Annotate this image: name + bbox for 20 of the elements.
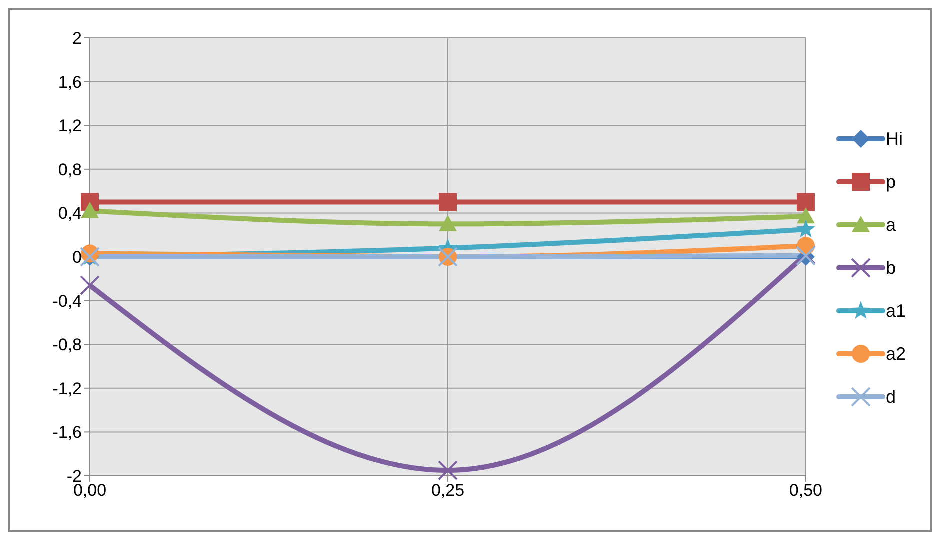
legend-label: d [886, 386, 896, 408]
y-tick-label: 1,2 [58, 116, 82, 136]
legend-label: a2 [886, 344, 906, 364]
y-tick-label: -0,4 [52, 292, 82, 311]
legend-label: a1 [886, 300, 906, 322]
y-tick-label: 0,4 [58, 204, 82, 224]
y-tick-label: -0,8 [52, 336, 82, 355]
x-tick-label: 0,00 [73, 481, 107, 500]
y-tick-label: 2 [72, 29, 82, 48]
y-tick-label: 0 [72, 248, 82, 268]
x-tick-label: 0,25 [431, 481, 465, 500]
legend-label: b [886, 258, 896, 278]
y-tick-label: -1,2 [52, 379, 82, 398]
y-tick-label: 1,6 [58, 72, 82, 92]
y-tick-label: -1,6 [52, 423, 82, 442]
legend-label: p [886, 172, 896, 192]
y-tick-label: 0,8 [58, 160, 82, 180]
legend-label: Hi [886, 128, 903, 150]
x-tick-label: 0,50 [789, 481, 823, 500]
legend-label: a [886, 214, 896, 236]
